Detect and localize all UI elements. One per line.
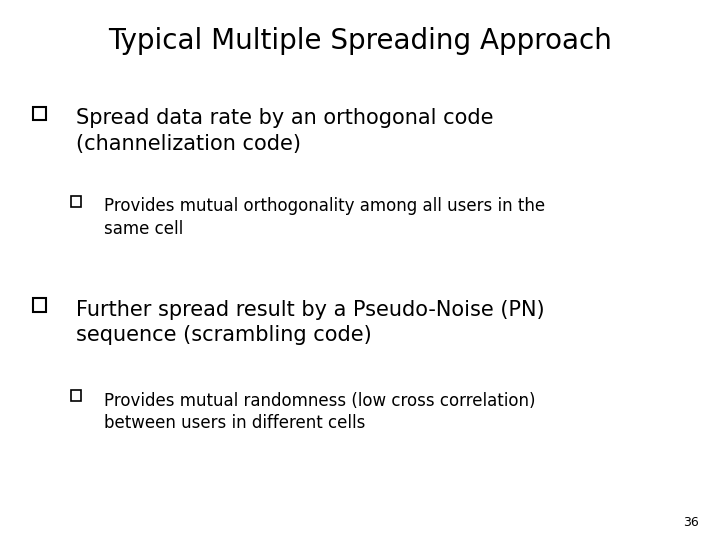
Text: Provides mutual randomness (low cross correlation)
between users in different ce: Provides mutual randomness (low cross co… [104, 392, 536, 433]
Bar [33, 298, 46, 312]
Text: 36: 36 [683, 516, 698, 529]
Bar [33, 106, 46, 120]
Text: Provides mutual orthogonality among all users in the
same cell: Provides mutual orthogonality among all … [104, 197, 546, 238]
Bar [71, 390, 81, 401]
Bar [71, 196, 81, 207]
Text: Spread data rate by an orthogonal code
(channelization code): Spread data rate by an orthogonal code (… [76, 108, 493, 153]
Text: Further spread result by a Pseudo-Noise (PN)
sequence (scrambling code): Further spread result by a Pseudo-Noise … [76, 300, 544, 345]
Text: Typical Multiple Spreading Approach: Typical Multiple Spreading Approach [108, 27, 612, 55]
